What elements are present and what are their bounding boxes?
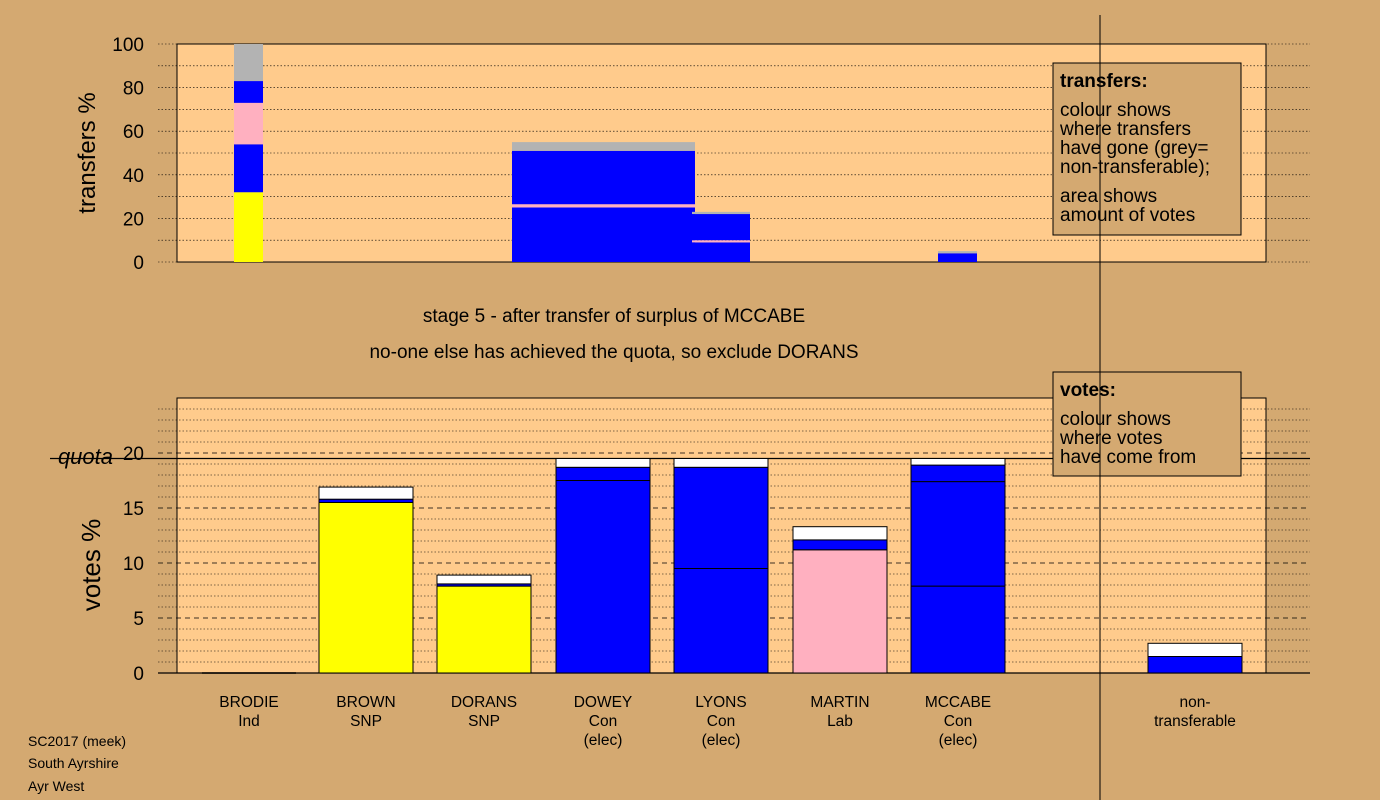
- votes-y-ticks: 0 5 10 15 20: [123, 444, 144, 685]
- transfer-segment-blue: [234, 144, 263, 193]
- quota-label: quota: [58, 444, 113, 469]
- candidate-label: LYONS: [695, 694, 746, 711]
- transfer-segment-pink: [512, 204, 695, 208]
- votes-panel: 0 5 10 15 20 BRODIE Ind BROWN SNP DORANS SNP DOWEY…: [50, 397, 1310, 749]
- vote-segment-yellow: [436, 585, 532, 674]
- candidate-label: MARTIN: [810, 694, 869, 711]
- footer-council: South Ayrshire: [28, 755, 119, 771]
- candidate-label: Con: [707, 713, 735, 730]
- vote-segment-pink: [792, 549, 888, 674]
- y-tick-label: 0: [133, 253, 144, 274]
- vote-segment-blue: [792, 539, 888, 551]
- y-tick-label: 0: [133, 664, 144, 685]
- candidate-label: (elec): [939, 732, 978, 749]
- transfers-legend-line: where transfers: [1059, 119, 1191, 140]
- vote-segment-blue: [673, 466, 769, 569]
- transfer-segment-grey: [512, 142, 695, 151]
- votes-legend-line: where votes: [1059, 428, 1162, 449]
- vote-segment-white: [673, 458, 769, 468]
- vote-segment-white: [318, 486, 414, 500]
- vote-segment-blue: [673, 568, 769, 674]
- y-tick-label: 15: [123, 499, 144, 520]
- candidate-label: BRODIE: [219, 694, 278, 711]
- votes-bars: [202, 458, 1243, 674]
- transfer-segment-grey: [692, 211, 750, 215]
- vote-segment-blue: [910, 464, 1006, 483]
- vote-segment-white: [910, 458, 1006, 466]
- transfer-segment-blue: [938, 253, 977, 262]
- transfers-legend-line: colour shows: [1060, 100, 1171, 121]
- candidate-label: BROWN: [336, 694, 395, 711]
- y-tick-label: 60: [123, 122, 144, 143]
- candidate-label: Con: [944, 713, 972, 730]
- transfer-segment-grey: [234, 44, 263, 82]
- y-tick-label: 40: [123, 166, 144, 187]
- transfers-y-axis-label: transfers %: [74, 92, 101, 213]
- candidate-label: SNP: [468, 713, 500, 730]
- votes-legend-line: colour shows: [1060, 409, 1171, 430]
- stage-action: no-one else has achieved the quota, so e…: [369, 342, 858, 363]
- candidate-label: (elec): [702, 732, 741, 749]
- vote-segment-white: [555, 458, 651, 468]
- votes-y-axis-label: votes %: [76, 519, 106, 612]
- vote-segment-blue: [910, 585, 1006, 674]
- transfers-legend: transfers: colour shows where transfers …: [1052, 62, 1242, 236]
- candidate-label: SNP: [350, 713, 382, 730]
- candidate-label: non-: [1179, 694, 1210, 711]
- y-tick-label: 5: [133, 609, 144, 630]
- y-tick-label: 100: [112, 35, 144, 56]
- candidate-label: DORANS: [451, 694, 517, 711]
- vote-segment-blue: [1147, 656, 1243, 674]
- y-tick-label: 80: [123, 79, 144, 100]
- vote-segment-blue: [555, 480, 651, 674]
- vote-segment-blue: [555, 466, 651, 481]
- vote-segment-white: [436, 574, 532, 585]
- votes-legend-title: votes:: [1060, 380, 1116, 401]
- transfer-segment-blue: [234, 81, 263, 103]
- transfers-legend-line: area shows: [1060, 186, 1157, 207]
- transfers-bars: [234, 44, 977, 262]
- transfers-legend-title: transfers:: [1060, 71, 1148, 92]
- vote-segment-white: [792, 526, 888, 541]
- vote-segment-yellow: [318, 502, 414, 674]
- y-tick-label: 20: [123, 444, 144, 465]
- candidate-label: Con: [589, 713, 617, 730]
- candidate-label: Ind: [238, 713, 260, 730]
- vote-segment-blue: [910, 481, 1006, 587]
- transfer-segment-blue: [692, 242, 750, 262]
- transfer-segment-yellow: [234, 192, 263, 262]
- candidate-label: (elec): [584, 732, 623, 749]
- y-tick-label: 10: [123, 554, 144, 575]
- transfer-segment-grey: [938, 251, 977, 254]
- footer-election: SC2017 (meek): [28, 733, 126, 749]
- candidate-label: DOWEY: [574, 694, 633, 711]
- candidate-label: Lab: [827, 713, 853, 730]
- y-tick-label: 20: [123, 209, 144, 230]
- votes-legend: votes: colour shows where votes have com…: [1052, 371, 1242, 477]
- transfer-segment-blue: [512, 207, 695, 262]
- votes-x-labels: BRODIE Ind BROWN SNP DORANS SNP DOWEY Con (elec)…: [219, 694, 1236, 749]
- transfer-segment-pink: [234, 102, 263, 145]
- candidate-label: MCCABE: [925, 694, 991, 711]
- candidate-label: transferable: [1154, 713, 1236, 730]
- transfers-legend-line: amount of votes: [1060, 205, 1195, 226]
- vote-segment-white: [1147, 642, 1243, 657]
- transfers-legend-line: non-transferable);: [1060, 157, 1210, 178]
- stage-description: stage 5 - after transfer of surplus of M…: [423, 306, 805, 327]
- transfers-legend-line: have gone (grey=: [1060, 138, 1208, 159]
- transfers-y-ticks: 0 20 40 60 80 100: [112, 35, 144, 274]
- transfer-segment-blue: [692, 214, 750, 241]
- footer-ward: Ayr West: [28, 778, 84, 794]
- transfer-segment-blue: [512, 150, 695, 205]
- votes-legend-line: have come from: [1060, 447, 1196, 468]
- transfer-segment-pink: [692, 240, 750, 243]
